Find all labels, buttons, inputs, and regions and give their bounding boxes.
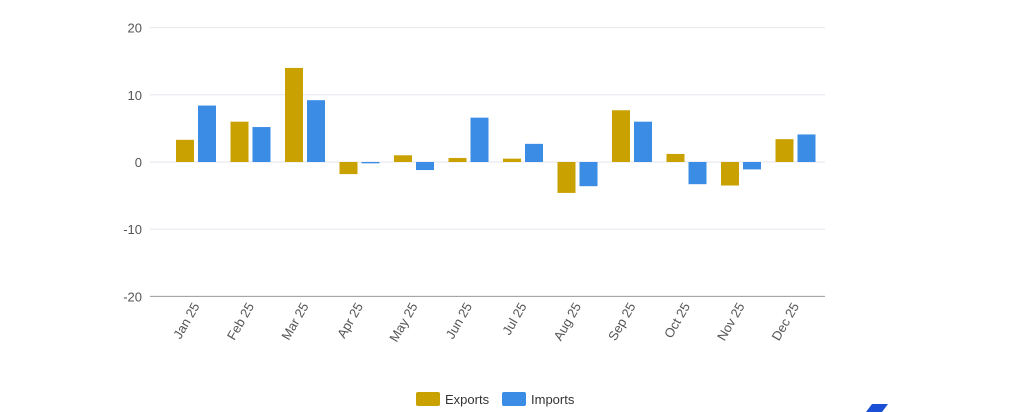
bar-exports[interactable] bbox=[503, 158, 521, 162]
bar-exports[interactable] bbox=[721, 162, 739, 186]
legend-label[interactable]: Exports bbox=[445, 392, 490, 407]
x-tick-label: Mar 25 bbox=[278, 300, 311, 343]
bar-imports[interactable] bbox=[797, 134, 816, 162]
y-tick-label: -10 bbox=[123, 222, 142, 237]
legend-swatch-imports bbox=[502, 392, 526, 406]
y-tick-label: 10 bbox=[128, 88, 142, 103]
x-tick-label: Sep 25 bbox=[605, 300, 639, 343]
bar-exports[interactable] bbox=[612, 110, 630, 162]
bar-exports[interactable] bbox=[394, 155, 412, 162]
x-tick-label: Aug 25 bbox=[551, 300, 585, 343]
bar-imports[interactable] bbox=[688, 162, 707, 185]
bar-imports[interactable] bbox=[470, 117, 489, 162]
bar-imports[interactable] bbox=[525, 143, 543, 162]
bar-imports[interactable] bbox=[743, 162, 761, 170]
logo-icon bbox=[866, 404, 888, 412]
bar-exports[interactable] bbox=[339, 162, 358, 175]
x-tick-label: Jan 25 bbox=[170, 300, 203, 341]
legend-swatch-exports bbox=[416, 392, 440, 406]
x-tick-label: Feb 25 bbox=[224, 300, 257, 343]
bar-imports[interactable] bbox=[416, 162, 434, 171]
bar-exports[interactable] bbox=[448, 157, 467, 162]
bar-imports[interactable] bbox=[307, 100, 325, 162]
x-tick-label: Jul 25 bbox=[499, 300, 529, 338]
x-tick-label: Jun 25 bbox=[443, 300, 476, 341]
bar-exports[interactable] bbox=[285, 67, 303, 162]
legend-label[interactable]: Imports bbox=[531, 392, 575, 407]
x-tick-label: Dec 25 bbox=[769, 300, 803, 343]
y-tick-label: -20 bbox=[123, 289, 142, 304]
bar-imports[interactable] bbox=[579, 162, 598, 187]
x-tick-label: Oct 25 bbox=[661, 300, 693, 341]
bar-exports[interactable] bbox=[775, 139, 794, 162]
bar-exports[interactable] bbox=[666, 153, 685, 162]
bar-exports[interactable] bbox=[557, 162, 576, 193]
bar-exports[interactable] bbox=[230, 121, 249, 162]
bar-imports[interactable] bbox=[198, 105, 216, 162]
x-tick-label: Nov 25 bbox=[714, 300, 748, 343]
y-tick-label: 20 bbox=[128, 21, 142, 36]
bar-imports[interactable] bbox=[634, 121, 652, 162]
bar-exports[interactable] bbox=[176, 139, 194, 162]
bar-imports[interactable] bbox=[361, 162, 380, 164]
bar-imports[interactable] bbox=[252, 127, 271, 162]
x-tick-label: Apr 25 bbox=[334, 300, 366, 341]
x-tick-label: May 25 bbox=[386, 300, 420, 344]
y-tick-label: 0 bbox=[135, 155, 142, 170]
